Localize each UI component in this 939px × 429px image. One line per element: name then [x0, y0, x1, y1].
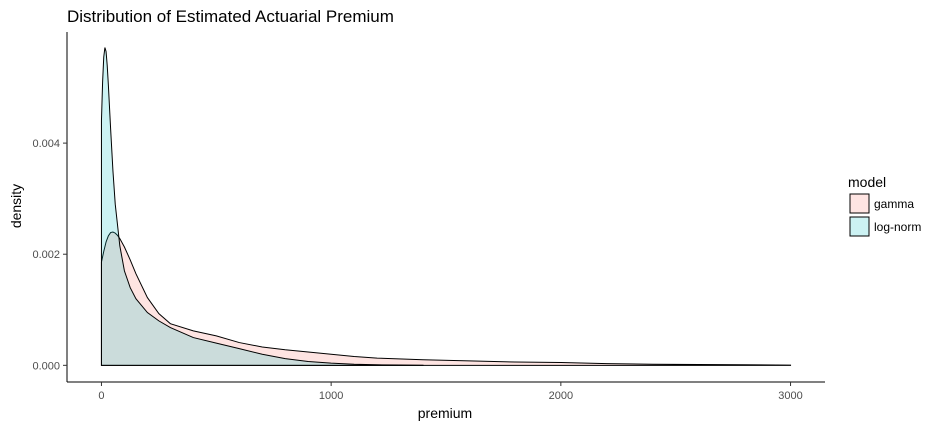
legend-key-bg — [849, 193, 870, 214]
x-tick-label: 0 — [98, 390, 104, 402]
legend-swatch-gamma — [849, 193, 870, 214]
legend-swatch-log-norm — [849, 216, 870, 237]
y-axis-title: density — [8, 184, 24, 228]
x-axis-ticks: 0 1000 2000 3000 — [98, 382, 803, 402]
x-axis-title: premium — [418, 405, 472, 421]
chart-title: Distribution of Estimated Actuarial Prem… — [67, 7, 394, 26]
legend-label-log-norm: log-norm — [874, 220, 921, 234]
y-axis-ticks: 0.000 0.002 0.004 — [32, 138, 67, 372]
legend-key-bg — [849, 216, 870, 237]
legend-items: gamma log-norm — [849, 193, 921, 237]
x-tick-label: 3000 — [778, 390, 802, 402]
y-tick-label: 0.004 — [32, 138, 60, 150]
x-tick-label: 2000 — [549, 390, 573, 402]
density-area-log-norm — [100, 47, 424, 366]
x-tick-label: 1000 — [319, 390, 343, 402]
legend-label-gamma: gamma — [874, 197, 914, 211]
density-area-gamma — [100, 231, 792, 366]
legend-title: model — [848, 174, 886, 190]
y-tick-label: 0.000 — [32, 360, 60, 372]
legend: model gamma log-norm — [848, 174, 921, 237]
y-tick-label: 0.002 — [32, 249, 60, 261]
plot-area — [100, 47, 792, 366]
